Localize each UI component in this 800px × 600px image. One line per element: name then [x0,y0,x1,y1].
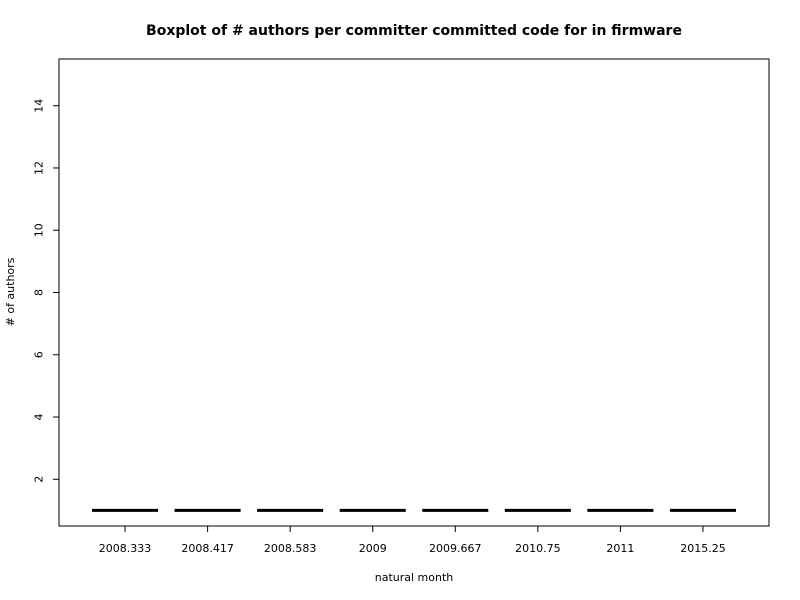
x-tick-label: 2008.333 [99,542,152,555]
y-tick-label: 6 [33,351,46,358]
y-tick-label: 14 [33,99,46,113]
y-axis-label: # of authors [4,257,17,326]
chart-title: Boxplot of # authors per committer commi… [146,23,682,39]
x-axis-label: natural month [375,571,454,584]
x-tick-label: 2011 [606,542,634,555]
y-tick-label: 10 [33,223,46,237]
y-tick-label: 2 [33,476,46,483]
y-tick-label: 4 [33,414,46,421]
y-axis: 2 4 6 8 10 12 14 [33,99,59,483]
x-tick-label: 2009 [359,542,387,555]
y-tick-label: 8 [33,289,46,296]
x-tick-label: 2010.75 [515,542,561,555]
x-axis: 2008.333 2008.417 2008.583 2009 2009.667 2010… [99,526,726,555]
plot-frame [58,58,770,527]
y-tick-label: 12 [33,161,46,175]
x-tick-label: 2009.667 [429,542,482,555]
x-tick-label: 2015.25 [680,542,726,555]
x-tick-label: 2008.417 [181,542,234,555]
x-tick-label: 2008.583 [264,542,317,555]
